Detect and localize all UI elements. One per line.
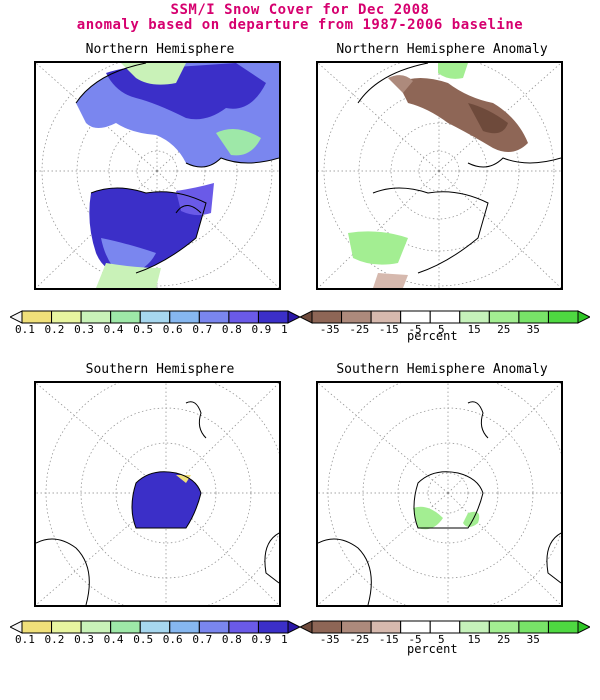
colorbar-swatch bbox=[228, 620, 259, 634]
colorbar-swatch bbox=[51, 620, 82, 634]
colorbar-anomaly-tick-label: 35 bbox=[526, 323, 540, 336]
colorbar-cover-tick-label: 0.5 bbox=[133, 323, 154, 336]
colorbar-arrow-left bbox=[298, 620, 313, 634]
figure-title-line2: anomaly based on departure from 1987-200… bbox=[76, 17, 524, 33]
colorbar-cover-tick-label: 0.1 bbox=[15, 323, 35, 336]
colorbar-swatch bbox=[198, 620, 230, 634]
panel-title-nh-anomaly: Northern Hemisphere Anomaly bbox=[336, 42, 548, 57]
colorbar-swatch bbox=[21, 620, 53, 634]
colorbar-cover-bottom bbox=[8, 619, 302, 634]
colorbar-anomaly-tick-label: -5 bbox=[408, 633, 422, 646]
colorbar-cover-top bbox=[8, 309, 302, 324]
colorbar-swatch bbox=[459, 620, 490, 634]
colorbar-swatch bbox=[547, 620, 579, 634]
colorbar-swatch bbox=[341, 620, 372, 634]
colorbar-arrow-right bbox=[287, 620, 302, 634]
colorbar-arrow-right bbox=[577, 310, 592, 324]
colorbar-cover-tick-label: 0.6 bbox=[162, 323, 183, 336]
colorbar-anomaly-tick-label: -35 bbox=[319, 633, 340, 646]
colorbar-swatch bbox=[311, 310, 343, 324]
colorbar-swatch bbox=[257, 620, 289, 634]
colorbar-swatch bbox=[370, 310, 402, 324]
panel-title-nh: Northern Hemisphere bbox=[85, 42, 235, 57]
polar-grid bbox=[318, 383, 561, 605]
colorbar-swatch bbox=[139, 310, 171, 324]
panel-title-sh-anomaly: Southern Hemisphere Anomaly bbox=[336, 362, 548, 377]
colorbar-swatch bbox=[429, 620, 461, 634]
colorbar-arrow-right bbox=[287, 310, 302, 324]
colorbar-swatch bbox=[547, 310, 579, 324]
colorbar-cover-tick-label: 0.2 bbox=[44, 633, 65, 646]
colorbar-swatch bbox=[518, 620, 549, 634]
colorbar-swatch bbox=[459, 310, 490, 324]
colorbar-arrow-left bbox=[8, 310, 23, 324]
colorbar-swatch bbox=[311, 620, 343, 634]
colorbar-swatch bbox=[110, 620, 141, 634]
anomaly-unit-label-top: percent bbox=[407, 329, 458, 343]
colorbar-swatch bbox=[169, 620, 200, 634]
colorbar-swatch bbox=[228, 310, 259, 324]
colorbar-anomaly-tick-label: 25 bbox=[497, 633, 511, 646]
colorbar-anomaly-tick-label: -25 bbox=[349, 323, 370, 336]
colorbar-cover-tick-label: 0.4 bbox=[103, 633, 124, 646]
colorbar-anomaly-tick-label: 25 bbox=[497, 323, 511, 336]
colorbar-anomaly-tick-label: 15 bbox=[467, 323, 481, 336]
colorbar-cover-tick-label: 0.9 bbox=[251, 323, 272, 336]
figure-title-line1: SSM/I Snow Cover for Dec 2008 bbox=[170, 2, 430, 18]
colorbar-swatch bbox=[80, 310, 112, 324]
colorbar-cover-tick-label: 0.4 bbox=[103, 323, 124, 336]
colorbar-swatch bbox=[51, 310, 82, 324]
colorbar-swatch bbox=[139, 620, 171, 634]
colorbar-swatch bbox=[110, 310, 141, 324]
colorbar-swatch bbox=[257, 310, 289, 324]
panel-title-sh: Southern Hemisphere bbox=[85, 362, 235, 377]
colorbar-cover-tick-label: 0.3 bbox=[74, 323, 94, 336]
colorbar-cover-tick-label: 1 bbox=[281, 633, 288, 646]
colorbar-cover-tick-label: 0.3 bbox=[74, 633, 94, 646]
colorbar-anomaly-tick-label: -15 bbox=[378, 323, 399, 336]
colorbar-cover-tick-label: 0.8 bbox=[221, 323, 242, 336]
colorbar-cover-tick-label: 0.5 bbox=[133, 633, 154, 646]
map-nh-snow-cover bbox=[34, 61, 281, 290]
colorbar-cover-tick-label: 0.8 bbox=[221, 633, 242, 646]
colorbar-cover-tick-label: 0.7 bbox=[192, 633, 213, 646]
colorbar-swatch bbox=[21, 310, 53, 324]
colorbar-swatch bbox=[169, 310, 200, 324]
colorbar-cover-tick-label: 0.1 bbox=[15, 633, 35, 646]
colorbar-cover-tick-label: 1 bbox=[281, 323, 288, 336]
colorbar-arrow-left bbox=[8, 620, 23, 634]
colorbar-anomaly-tick-label: 5 bbox=[438, 323, 445, 336]
colorbar-swatch bbox=[198, 310, 230, 324]
colorbar-anomaly-tick-label: 5 bbox=[438, 633, 445, 646]
colorbar-cover-tick-label: 0.7 bbox=[192, 323, 213, 336]
colorbar-swatch bbox=[488, 310, 520, 324]
colorbar-swatch bbox=[80, 620, 112, 634]
colorbar-swatch bbox=[488, 620, 520, 634]
map-nh-anomaly bbox=[316, 61, 563, 290]
colorbar-swatch bbox=[400, 620, 431, 634]
map-sh-anomaly bbox=[316, 381, 563, 607]
colorbar-anomaly-bottom bbox=[298, 619, 592, 634]
colorbar-swatch bbox=[400, 310, 431, 324]
colorbar-cover-tick-label: 0.9 bbox=[251, 633, 272, 646]
colorbar-cover-tick-label: 0.6 bbox=[162, 633, 183, 646]
colorbar-anomaly-tick-label: 15 bbox=[467, 633, 481, 646]
colorbar-swatch bbox=[518, 310, 549, 324]
colorbar-anomaly-tick-label: -35 bbox=[319, 323, 340, 336]
colorbar-cover-tick-label: 0.2 bbox=[44, 323, 65, 336]
colorbar-anomaly-tick-label: -15 bbox=[378, 633, 399, 646]
colorbar-swatch bbox=[370, 620, 402, 634]
colorbar-anomaly-tick-label: -25 bbox=[349, 633, 370, 646]
anomaly-unit-label-bottom: percent bbox=[407, 642, 458, 656]
colorbar-anomaly-tick-label: 35 bbox=[526, 633, 540, 646]
colorbar-arrow-left bbox=[298, 310, 313, 324]
colorbar-swatch bbox=[429, 310, 461, 324]
colorbar-anomaly-top bbox=[298, 309, 592, 324]
colorbar-anomaly-tick-label: -5 bbox=[408, 323, 422, 336]
map-sh-snow-cover bbox=[34, 381, 281, 607]
colorbar-arrow-right bbox=[577, 620, 592, 634]
colorbar-swatch bbox=[341, 310, 372, 324]
